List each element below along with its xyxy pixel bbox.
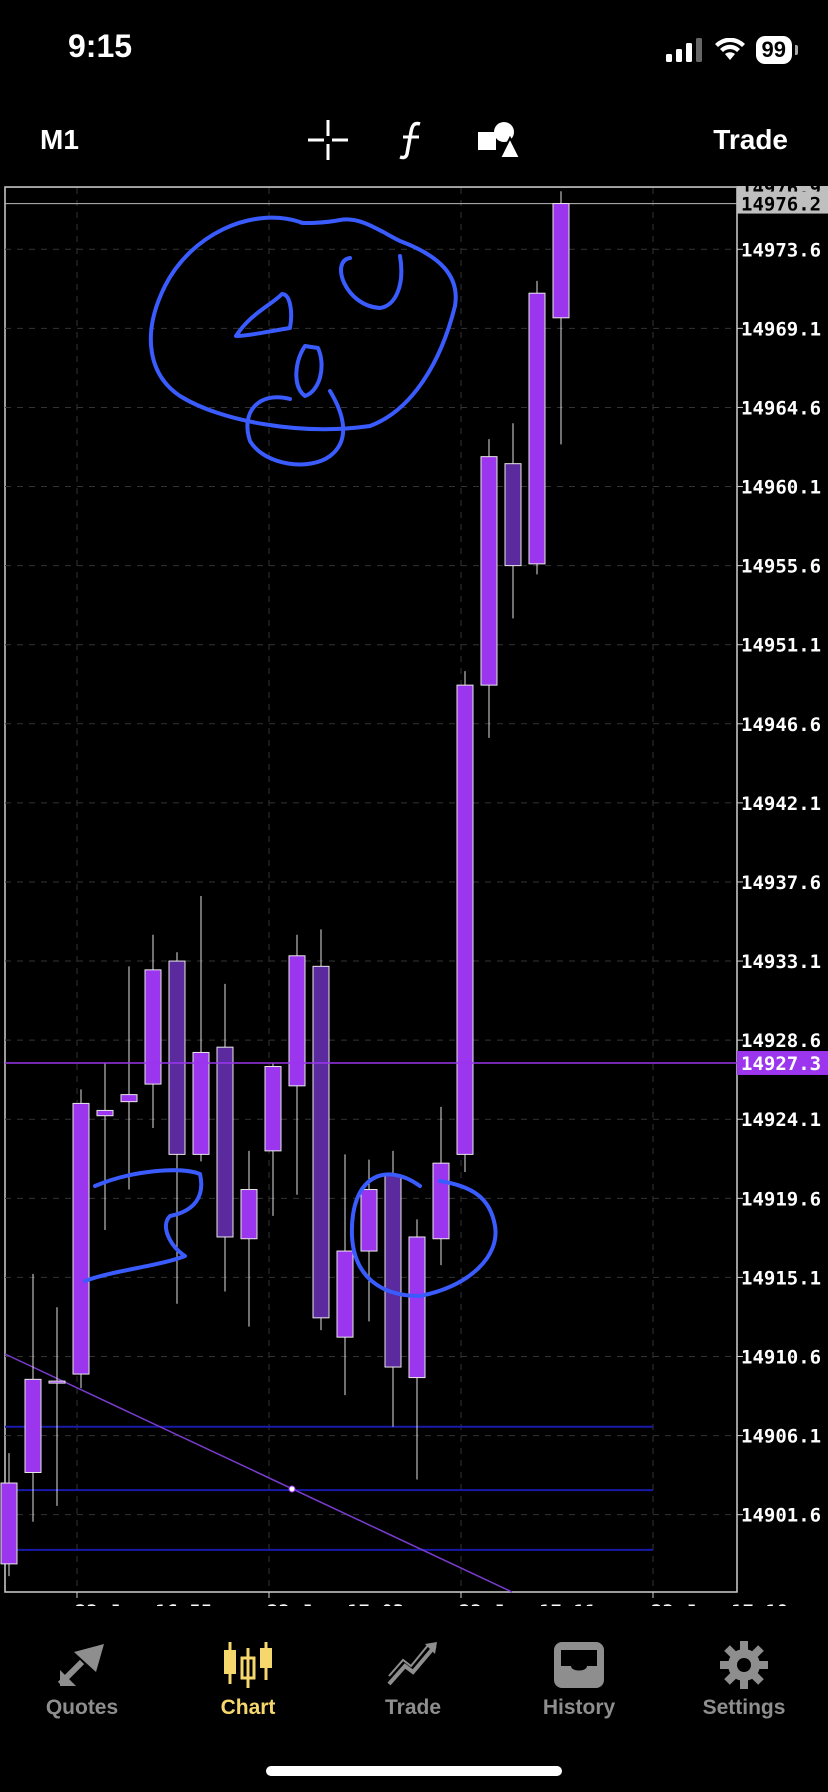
candle-body: [96, 1109, 114, 1117]
battery-indicator: 99: [755, 36, 799, 64]
high-label: 14976.2: [741, 194, 821, 216]
chart-toolbar: M1 Trade: [0, 100, 828, 184]
home-indicator[interactable]: [266, 1766, 562, 1776]
candlestick-icon: [224, 1642, 272, 1688]
trendline-anchor: [288, 1485, 296, 1493]
tab-label: History: [542, 1696, 616, 1719]
inbox-icon: [554, 1642, 604, 1688]
status-bar: 9:15 99: [0, 0, 828, 100]
drawing-face-outline: [148, 215, 458, 432]
candle-body: [480, 456, 498, 686]
candle-body: [144, 969, 162, 1085]
tab-chart[interactable]: Chart: [178, 1640, 318, 1720]
candle-body: [168, 960, 186, 1155]
candle-body: [288, 955, 306, 1087]
candle-body: [264, 1066, 282, 1152]
tab-label: Quotes: [45, 1696, 119, 1719]
wifi-icon: [714, 38, 745, 60]
tab-bar: Quotes Chart Trade History: [0, 1620, 828, 1792]
status-icons: 99: [665, 36, 799, 64]
price-chart[interactable]: 14973.6 14969.1 14964.6 14960.1 14955.6 14951…: [0, 175, 828, 1623]
price-tick-label: 14906.1: [741, 1426, 821, 1448]
time-tick-label: 22 Jun 17:11: [459, 1601, 596, 1606]
price-tick-label: 14924.1: [741, 1109, 821, 1131]
tab-label: Chart: [220, 1696, 276, 1719]
quotes-icon: [57, 1644, 104, 1687]
price-tick-label: 14969.1: [741, 318, 821, 340]
function-icon[interactable]: [390, 116, 438, 164]
price-tick-label: 14960.1: [741, 477, 821, 499]
trade-button[interactable]: Trade: [713, 124, 788, 155]
price-tick-label: 14955.6: [741, 556, 821, 578]
candle-body: [24, 1378, 42, 1473]
candle-body: [384, 1174, 402, 1368]
candle-body: [552, 203, 570, 319]
price-tick-label: 14951.1: [741, 635, 821, 657]
price-tick-label: 14946.6: [741, 714, 821, 736]
candle-body: [72, 1102, 90, 1375]
current-price-box: [737, 1050, 828, 1075]
gear-icon: [720, 1641, 768, 1689]
drawing-right-eye: [339, 254, 404, 310]
crosshair-icon[interactable]: [304, 116, 352, 164]
time-tick-label: 22 Jun 17:19: [651, 1601, 788, 1606]
candle-body: [240, 1189, 258, 1240]
price-tick-label: 14973.6: [741, 239, 821, 261]
candle-body: [312, 965, 330, 1319]
candle-body: [504, 463, 522, 567]
price-tick-label: 14919.6: [741, 1188, 821, 1210]
price-tick-label: 14901.6: [741, 1505, 821, 1527]
price-tick-label: 14942.1: [741, 793, 821, 815]
high-label-box: [737, 191, 828, 214]
candle-body: [336, 1250, 354, 1338]
price-tick-label: 14910.6: [741, 1346, 821, 1368]
tab-quotes[interactable]: Quotes: [12, 1640, 152, 1720]
tab-settings[interactable]: Settings: [674, 1640, 814, 1720]
candle-body: [528, 292, 546, 565]
timeframe-button[interactable]: M1: [40, 124, 79, 155]
candle-body: [360, 1189, 378, 1252]
candle-body: [408, 1236, 426, 1379]
price-tick-label: 14964.6: [741, 397, 821, 419]
tab-label: Settings: [702, 1696, 786, 1719]
drawing-number-3: [83, 1168, 204, 1283]
tab-label: Trade: [384, 1696, 442, 1719]
price-tick-label: 14928.6: [741, 1030, 821, 1052]
signal-icon: [665, 38, 702, 62]
price-tick-label: 14937.6: [741, 872, 821, 894]
current-price-label: 14927.3: [741, 1053, 821, 1075]
price-tick-label: 14933.1: [741, 951, 821, 973]
drawing-circle: [349, 1172, 498, 1298]
trendline-object: [4, 1353, 513, 1593]
chart-canvas[interactable]: 14973.6 14969.1 14964.6 14960.1 14955.6 14951…: [0, 175, 828, 1623]
candle-body: [0, 1482, 18, 1565]
candle-body: [216, 1046, 234, 1238]
candle-body: [432, 1162, 450, 1240]
objects-icon[interactable]: [474, 116, 522, 164]
time-tick-label: 22 Jun 17:03: [267, 1601, 404, 1606]
candle-body: [456, 684, 474, 1155]
status-time: 9:15: [68, 28, 133, 64]
trade-chart-icon: [387, 1642, 437, 1686]
tab-trade[interactable]: Trade: [343, 1640, 483, 1720]
chart-frame: [4, 186, 738, 1593]
drawing-left-eye: [234, 292, 294, 338]
tab-history[interactable]: History: [509, 1640, 649, 1720]
candle-body: [120, 1094, 138, 1103]
candle-body: [192, 1051, 210, 1155]
drawing-nose: [294, 344, 324, 398]
candle-body: [48, 1380, 66, 1384]
time-tick-label: 22 Jun 16:55: [75, 1601, 212, 1606]
price-tick-label: 14915.1: [741, 1267, 821, 1289]
drawing-mouth: [245, 389, 346, 467]
